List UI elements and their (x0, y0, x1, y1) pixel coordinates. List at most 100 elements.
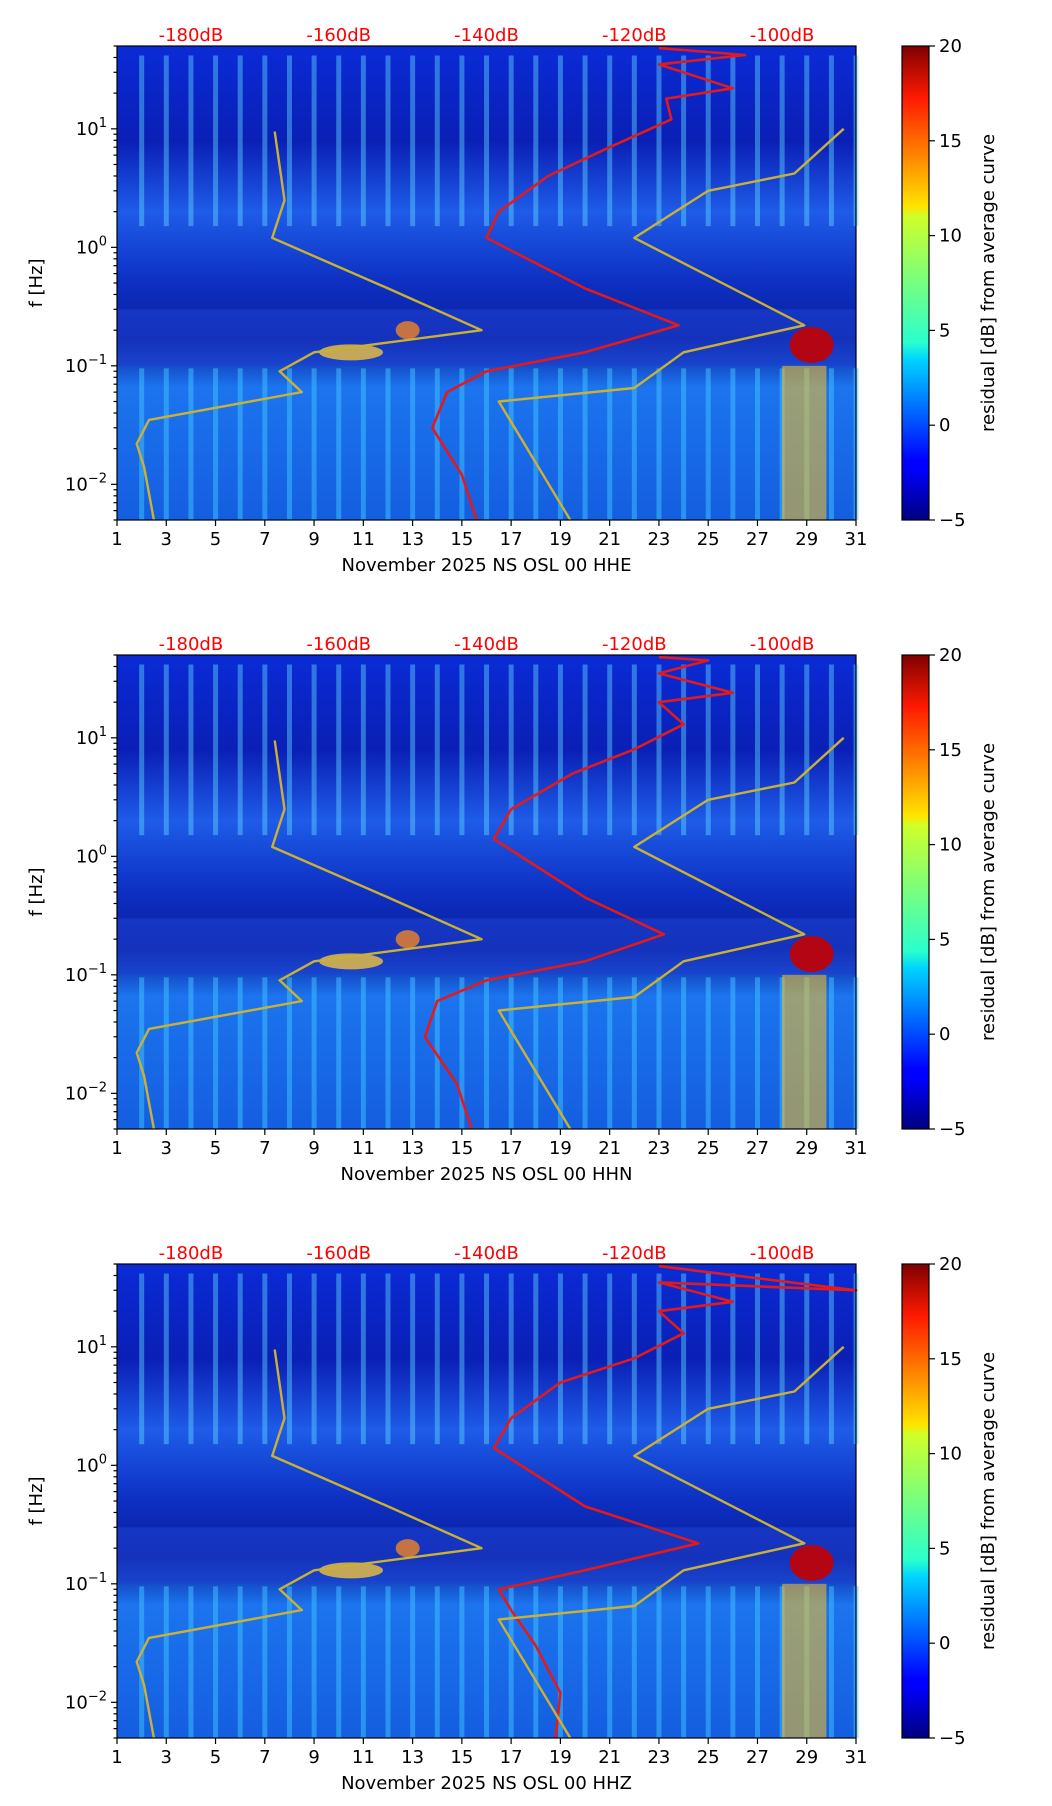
stripe-lower (681, 368, 687, 520)
stripe-upper (755, 55, 761, 227)
x-tick-label: 7 (259, 1138, 270, 1159)
x-tick-label: 17 (500, 529, 523, 550)
x-tick-label: 23 (647, 1138, 670, 1159)
hotspot-storm (789, 935, 834, 972)
stripe-lower (410, 1586, 416, 1738)
stripe-upper (779, 1273, 785, 1445)
top-db-label: -120dB (602, 1243, 667, 1264)
x-tick-label: 19 (549, 1747, 572, 1768)
top-db-label: -100dB (750, 1243, 815, 1264)
stripe-lower (188, 1586, 194, 1738)
y-tick-label: 10−1 (65, 353, 107, 377)
x-tick-label: 25 (697, 1747, 720, 1768)
stripe-upper (188, 55, 194, 227)
stripe-lower (557, 977, 563, 1129)
hotspot-microseism-1 (319, 344, 384, 361)
stripe-lower (360, 977, 366, 1129)
stripe-upper (336, 664, 342, 836)
colorbar-tick-label: 5 (939, 929, 950, 950)
top-db-label: -180dB (159, 1243, 224, 1264)
stripe-upper (262, 1273, 268, 1445)
stripe-lower (459, 368, 465, 520)
stripe-lower (237, 1586, 243, 1738)
colorbar-tick-label: 20 (939, 645, 962, 666)
stripe-lower (336, 1586, 342, 1738)
stripe-lower (360, 1586, 366, 1738)
x-tick-label: 17 (500, 1138, 523, 1159)
stripe-lower (410, 368, 416, 520)
x-tick-label: 3 (161, 1138, 172, 1159)
colorbar-tick-label: 0 (939, 1024, 950, 1045)
stripe-lower (730, 977, 736, 1129)
y-tick-label: 10−1 (65, 962, 107, 986)
stripe-upper (705, 55, 711, 227)
stripe-lower (385, 1586, 391, 1738)
stripe-lower (828, 977, 834, 1129)
stripe-upper (311, 1273, 317, 1445)
stripe-lower (311, 368, 317, 520)
stripe-upper (286, 55, 292, 227)
colorbar-tick-label: −5 (939, 510, 966, 531)
y-tick-label: 101 (76, 725, 107, 749)
colorbar-frame (901, 45, 930, 521)
stripe-lower (484, 1586, 490, 1738)
stripe-lower (681, 1586, 687, 1738)
x-tick-label: 13 (401, 529, 424, 550)
top-db-label: -160dB (306, 1243, 371, 1264)
stripe-upper (557, 664, 563, 836)
stripe-upper (459, 55, 465, 227)
colorbar-tick-label: −5 (939, 1119, 966, 1140)
x-tick-label: 3 (161, 1747, 172, 1768)
x-tick-label: 23 (647, 529, 670, 550)
storm-lowfreq-band (782, 1583, 827, 1738)
stripe-upper (804, 1273, 810, 1445)
x-tick-label: 5 (210, 1747, 221, 1768)
top-db-label: -140dB (454, 634, 519, 655)
stripe-lower (607, 1586, 613, 1738)
x-tick-label: 21 (598, 1138, 621, 1159)
x-tick-label: 27 (746, 1747, 769, 1768)
stripe-lower (262, 368, 268, 520)
stripe-upper (336, 1273, 342, 1445)
microseism-band (117, 309, 856, 366)
x-tick-label: 11 (352, 529, 375, 550)
stripe-lower (311, 1586, 317, 1738)
x-axis-label: November 2025 NS OSL 00 HHN (340, 1164, 632, 1185)
colorbar-tick-label: −5 (939, 1728, 966, 1749)
average-psd-curve (423, 655, 735, 1130)
stripe-upper (656, 55, 662, 227)
stripe-lower (434, 1586, 440, 1738)
stripe-upper (484, 664, 490, 836)
x-tick-label: 13 (401, 1138, 424, 1159)
stripe-upper (163, 1273, 169, 1445)
stripe-lower (828, 368, 834, 520)
stripe-upper (681, 664, 687, 836)
stripe-upper (779, 55, 785, 227)
colorbar-tick-label: 5 (939, 1538, 950, 1559)
stripe-lower (188, 977, 194, 1129)
stripe-upper (681, 1273, 687, 1445)
x-tick-label: 9 (308, 529, 319, 550)
x-tick-label: 13 (401, 1747, 424, 1768)
y-tick-label: 101 (76, 1334, 107, 1358)
colorbar-tick-label: 0 (939, 415, 950, 436)
colorbar-frame (901, 1263, 930, 1739)
stripe-lower (139, 1586, 145, 1738)
colorbar-tick-label: 20 (939, 36, 962, 57)
y-tick-label: 100 (76, 234, 107, 258)
stripe-upper (557, 1273, 563, 1445)
stripe-lower (311, 977, 317, 1129)
x-tick-label: 5 (210, 529, 221, 550)
stripe-upper (484, 55, 490, 227)
stripe-upper (779, 664, 785, 836)
stripe-upper (533, 664, 539, 836)
stripe-upper (607, 55, 613, 227)
stripe-lower (237, 368, 243, 520)
stripe-lower (237, 977, 243, 1129)
x-tick-label: 15 (450, 529, 473, 550)
stripe-upper (730, 55, 736, 227)
stripe-lower (533, 368, 539, 520)
stripe-lower (262, 1586, 268, 1738)
stripe-lower (213, 368, 219, 520)
x-tick-label: 9 (308, 1747, 319, 1768)
